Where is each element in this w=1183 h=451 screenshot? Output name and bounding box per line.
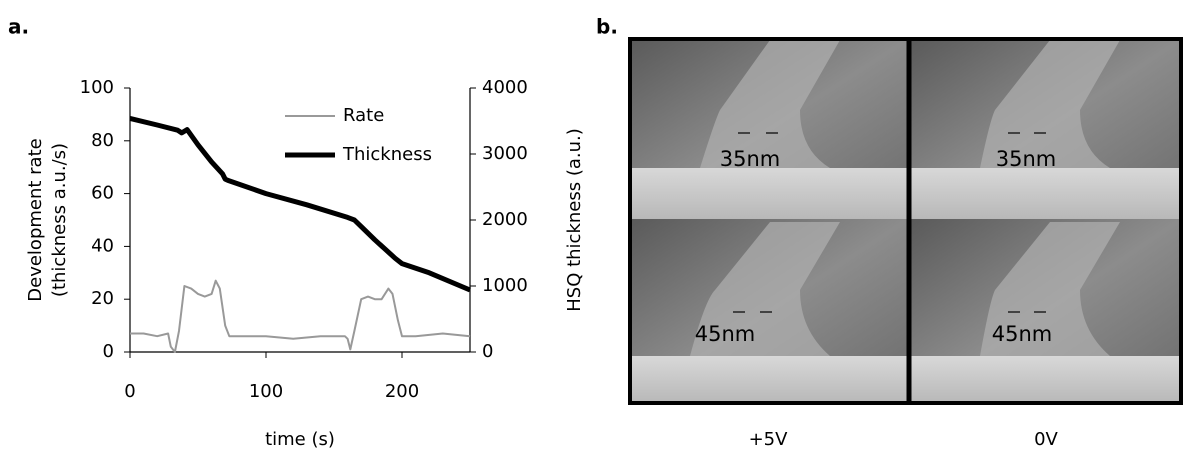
y-tick-label: 40 <box>91 235 114 256</box>
column-label: 0V <box>1034 429 1058 450</box>
y-axis-label: (thickness a.u./s) <box>49 143 70 297</box>
column-label: +5V <box>749 429 789 450</box>
y2-tick-label: 3000 <box>482 143 528 164</box>
y2-axis-label: HSQ thickness (a.u.) <box>564 128 585 312</box>
sem-images <box>628 37 1183 405</box>
y-tick-label: 100 <box>80 77 114 98</box>
x-tick-label: 0 <box>124 381 135 402</box>
legend-label: Rate <box>343 105 384 126</box>
scale-label: 45nm <box>695 322 756 346</box>
series-line <box>129 115 471 293</box>
y-tick-label: 60 <box>91 183 114 204</box>
scale-label: 35nm <box>720 147 781 171</box>
scale-label: 35nm <box>996 147 1057 171</box>
scale-label: 45nm <box>992 322 1053 346</box>
y-tick-label: 80 <box>91 130 114 151</box>
legend-label: Thickness <box>342 144 432 165</box>
x-tick-label: 100 <box>249 381 283 402</box>
panel-label: a. <box>8 15 29 39</box>
x-axis-label: time (s) <box>265 429 335 450</box>
y-axis-label: Development rate <box>25 138 46 301</box>
x-tick-label: 200 <box>385 381 419 402</box>
panel-label: b. <box>596 15 618 39</box>
y2-tick-label: 2000 <box>482 209 528 230</box>
y2-tick-label: 1000 <box>482 275 528 296</box>
y2-tick-label: 4000 <box>482 77 528 98</box>
series-line <box>130 279 471 353</box>
y-tick-label: 0 <box>103 341 114 362</box>
y-tick-label: 20 <box>91 288 114 309</box>
y2-tick-label: 0 <box>482 341 493 362</box>
